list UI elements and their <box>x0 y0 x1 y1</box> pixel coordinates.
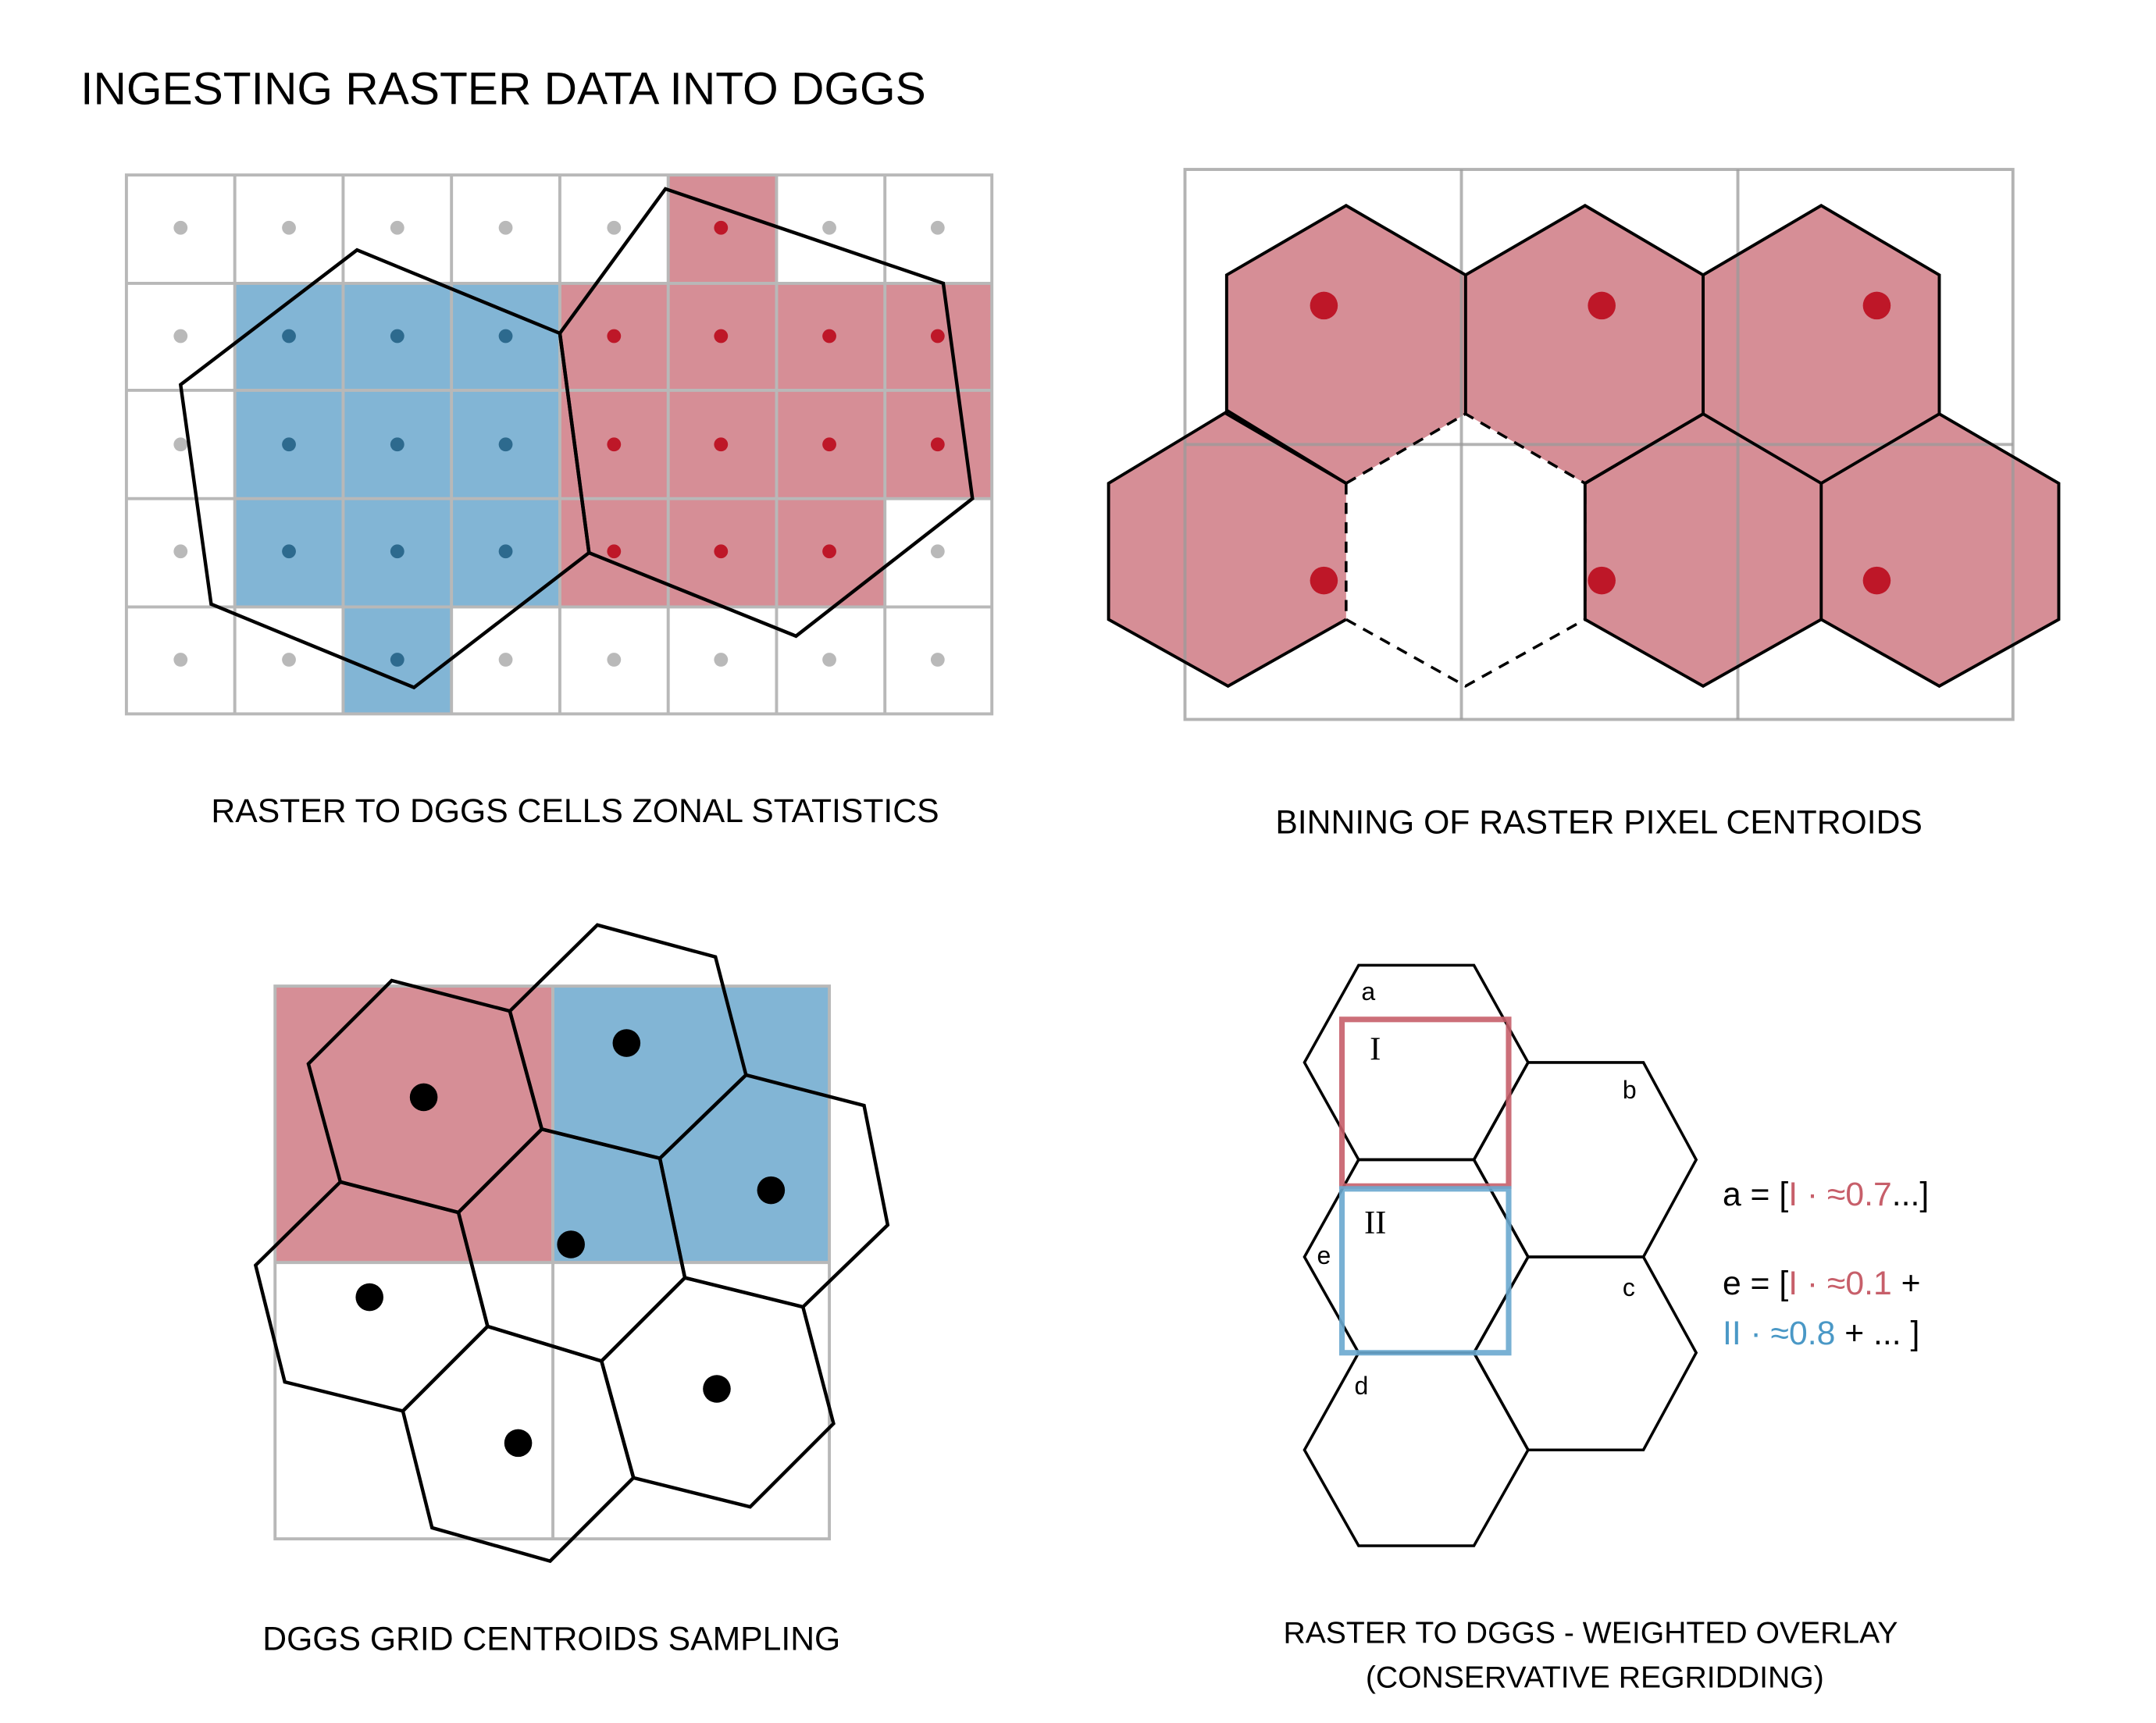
panel-zonal-statistics: RASTER TO DGGS CELLS ZONAL STATISTICS <box>124 173 994 830</box>
page-title: INGESTING RASTER DATA INTO DGGS <box>80 63 926 114</box>
box-label-II: II <box>1364 1205 1386 1241</box>
grid-centroids <box>355 1029 786 1458</box>
caption-sampling: DGGS GRID CENTROIDS SAMPLING <box>262 1620 840 1657</box>
raster-grid <box>273 984 832 1541</box>
formula-e-line1: e = [I · ≈0.1 + <box>1723 1265 1921 1302</box>
panel-weighted-overlay: a b c d e I II a = [I · ≈0.7...] e = [I … <box>1283 963 1929 1694</box>
hex-label-c: c <box>1623 1273 1635 1301</box>
panel-sampling: DGGS GRID CENTROIDS SAMPLING <box>253 923 890 1657</box>
pixel-centroids <box>173 220 945 667</box>
hex-label-e: e <box>1317 1241 1331 1269</box>
empty-cell <box>1345 412 1587 688</box>
caption-weighted-1: RASTER TO DGGS - WEIGHTED OVERLAY <box>1283 1617 1898 1650</box>
dggs-cells <box>1303 963 1698 1547</box>
dggs-cells <box>253 923 890 1564</box>
dggs-cells <box>178 187 975 690</box>
formula-e-line2: II · ≈0.8 + ... ] <box>1723 1315 1919 1352</box>
caption-zonal: RASTER TO DGGS CELLS ZONAL STATISTICS <box>211 792 939 830</box>
panel-binning: BINNING OF RASTER PIXEL CENTROIDS <box>1107 168 2061 841</box>
hex-label-d: d <box>1355 1372 1369 1400</box>
raster-cell-II <box>1338 1186 1512 1356</box>
formula-a: a = [I · ≈0.7...] <box>1723 1176 1929 1213</box>
hex-d <box>1303 1351 1530 1547</box>
hex-label-b: b <box>1623 1076 1637 1104</box>
raster-grid <box>124 173 994 716</box>
caption-binning: BINNING OF RASTER PIXEL CENTROIDS <box>1275 803 1923 841</box>
caption-weighted-2: (CONSERVATIVE REGRIDDING) <box>1366 1661 1824 1694</box>
hex-label-a: a <box>1361 977 1375 1006</box>
raster-grid <box>1183 168 2015 721</box>
pixel-centroids <box>1310 291 1891 595</box>
box-label-I: I <box>1370 1031 1381 1067</box>
hex-a <box>1303 963 1530 1162</box>
